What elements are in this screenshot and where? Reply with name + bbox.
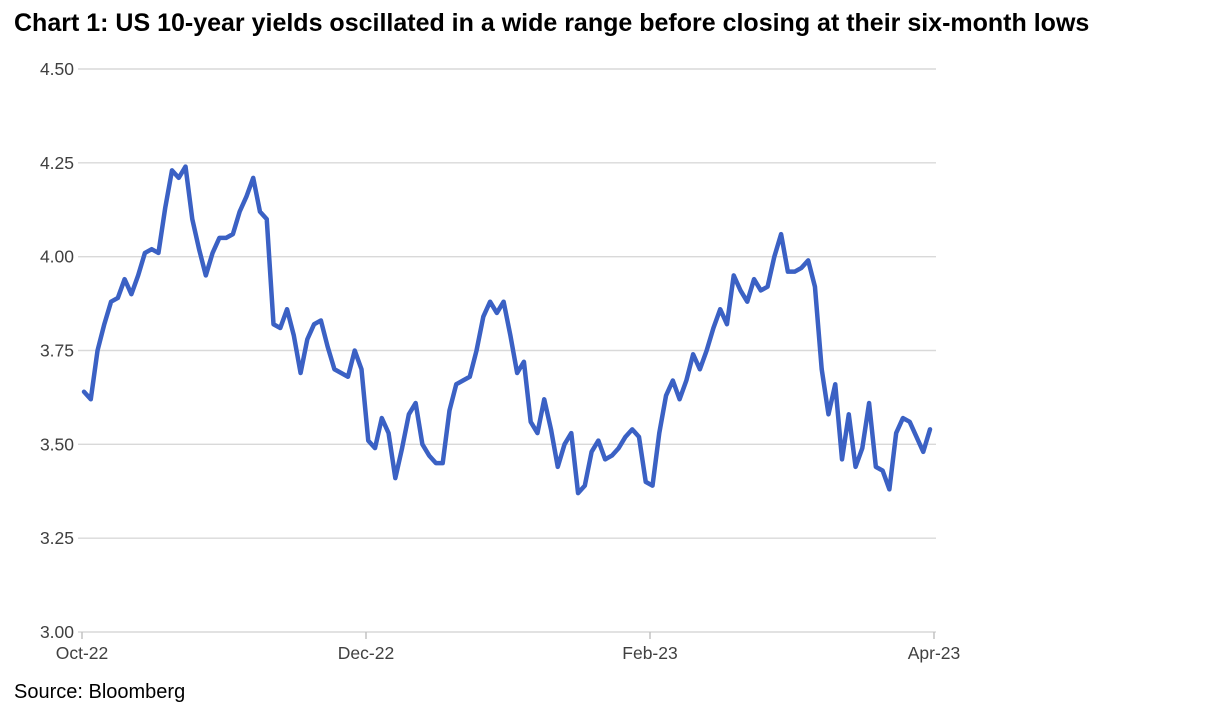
x-tick-label: Feb-23 bbox=[622, 643, 677, 663]
y-tick-label: 3.75 bbox=[40, 341, 74, 361]
y-tick-label: 4.50 bbox=[40, 59, 74, 79]
y-tick-label: 4.00 bbox=[40, 247, 74, 267]
x-tick-label: Dec-22 bbox=[338, 643, 394, 663]
y-tick-label: 3.50 bbox=[40, 434, 74, 454]
chart-title: Chart 1: US 10-year yields oscillated in… bbox=[14, 9, 1090, 37]
y-tick-label: 3.00 bbox=[40, 622, 74, 642]
y-tick-label: 3.25 bbox=[40, 528, 74, 548]
yield-line bbox=[81, 164, 933, 496]
x-tick-label: Oct-22 bbox=[56, 643, 109, 663]
x-tick-label: Apr-23 bbox=[908, 643, 961, 663]
y-tick-label: 4.25 bbox=[40, 153, 74, 173]
source-note: Source: Bloomberg bbox=[14, 681, 186, 703]
